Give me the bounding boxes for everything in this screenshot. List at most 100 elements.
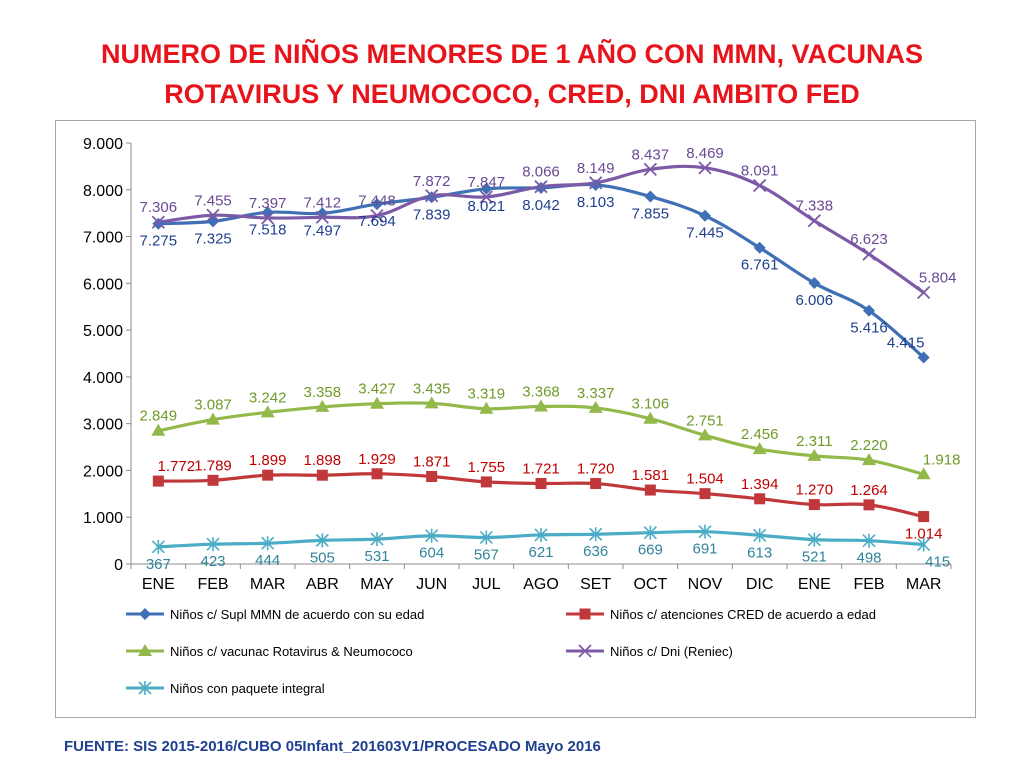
series-1-data-label: 5.416 — [850, 320, 888, 337]
legend-item-5: Niños con paquete integral — [126, 681, 325, 696]
series-5-data-label: 521 — [802, 549, 827, 566]
y-tick-label: 1.000 — [83, 510, 123, 527]
legend-item-3: Niños c/ vacunac Rotavirus & Neumococo — [126, 644, 413, 659]
series-5-data-label: 691 — [692, 541, 717, 558]
series-5-data-label: 505 — [310, 549, 335, 566]
series-2-data-label: 1.721 — [522, 460, 560, 477]
series-2-data-label: 1.270 — [796, 482, 834, 499]
series-2-data-label: 1.755 — [468, 459, 506, 476]
series-1-data-label: 7.518 — [249, 221, 287, 238]
series-4-marker — [807, 214, 821, 228]
series-1-data-label: 7.855 — [632, 206, 670, 223]
series-1-data-label: 8.042 — [522, 197, 560, 214]
series-5-data-label: 567 — [474, 546, 499, 563]
series-1-data-label: 7.497 — [304, 222, 342, 239]
series-2-marker — [863, 499, 875, 511]
series-4-data-label: 5.804 — [919, 270, 957, 287]
series-4-data-label: 8.437 — [632, 146, 670, 163]
series-3-data-label: 2.849 — [140, 408, 178, 425]
series-5-data-label: 498 — [856, 550, 881, 567]
legend-item-1: Niños c/ Supl MMN de acuerdo con su edad — [126, 607, 424, 622]
series-4-data-label: 7.448 — [358, 193, 396, 210]
series-3-data-label: 3.337 — [577, 385, 615, 402]
series-3-data-label: 2.456 — [741, 426, 779, 443]
series-2-marker — [426, 470, 438, 482]
series-3-marker — [370, 396, 384, 409]
series-5-marker — [206, 537, 220, 552]
series-4-marker — [261, 211, 275, 225]
legend-label: Niños c/ Dni (Reniec) — [610, 644, 733, 659]
series-3-data-label: 3.319 — [468, 386, 506, 403]
legend-marker — [579, 608, 591, 620]
legend-label: Niños c/ Supl MMN de acuerdo con su edad — [170, 607, 424, 622]
series-5-data-label: 444 — [255, 552, 280, 569]
chart-legend: Niños c/ Supl MMN de acuerdo con su edad… — [126, 607, 876, 696]
series-5-marker — [862, 533, 876, 548]
series-1-marker — [371, 198, 383, 211]
x-tick-label: MAR — [250, 576, 286, 593]
series-3-marker — [424, 396, 439, 409]
series-5-data-label: 415 — [925, 554, 950, 571]
source-note: FUENTE: SIS 2015-2016/CUBO 05Infant_2016… — [64, 738, 601, 755]
series-4-marker — [862, 247, 876, 261]
series-2-marker — [808, 499, 820, 511]
data-labels: 7.275 7.325 7.518 7.497 7.694 7.839 8.021 8.042… — [140, 145, 961, 573]
series-4-data-label: 7.455 — [194, 192, 232, 209]
legend-marker — [139, 608, 151, 620]
series-1-marker — [808, 277, 821, 290]
legend-marker — [138, 644, 152, 656]
series-4-data-label: 8.091 — [741, 163, 779, 180]
chart-title-line-2: ROTAVIRUS Y NEUMOCOCO, CRED, DNI AMBITO … — [164, 79, 860, 109]
chart-title: NUMERO DE NIÑOS MENORES DE 1 AÑO CON MMN… — [40, 34, 984, 114]
y-tick-label: 0 — [114, 557, 123, 574]
series-3-data-label: 2.311 — [796, 433, 832, 450]
series-1-data-label: 8.103 — [577, 194, 615, 211]
series-1-data-label: 4.415 — [887, 334, 925, 351]
legend-item-4: Niños c/ Dni (Reniec) — [566, 644, 733, 659]
series-4-data-label: 7.412 — [304, 194, 342, 211]
series-3-data-label: 3.242 — [249, 389, 287, 406]
x-tick-label: JUL — [472, 576, 501, 593]
x-tick-label: MAR — [906, 576, 942, 593]
series-5-data-label: 604 — [419, 545, 444, 562]
series-2-marker — [152, 475, 164, 487]
series-3-data-label: 3.368 — [522, 383, 560, 400]
series-2-marker — [480, 476, 492, 488]
x-tick-label: MAY — [360, 576, 394, 593]
series-4-marker — [151, 215, 165, 229]
series-3-marker — [698, 428, 712, 441]
series-2-marker — [918, 511, 930, 523]
series-1-marker — [480, 182, 493, 195]
series-2-data-label: 1.789 — [194, 457, 232, 474]
series-2-data-label: 1.929 — [358, 451, 396, 468]
legend-marker — [578, 644, 592, 658]
x-tick-label: NOV — [688, 576, 723, 593]
series-1-data-label: 7.275 — [140, 233, 178, 250]
series-1-marker — [863, 304, 875, 317]
series-5-marker — [370, 532, 384, 547]
series-2-marker — [644, 484, 656, 496]
series-1-marker — [316, 207, 329, 220]
chart-title-line-1: NUMERO DE NIÑOS MENORES DE 1 AÑO CON MMN… — [100, 39, 924, 69]
series-1-marker — [152, 217, 165, 230]
x-tick-label: ENE — [142, 576, 175, 593]
legend-item-2: Niños c/ atenciones CRED de acuerdo a ed… — [566, 607, 876, 622]
series-2-marker — [535, 477, 547, 489]
legend-label: Niños c/ vacunac Rotavirus & Neumococo — [170, 644, 413, 659]
series-5-marker — [425, 528, 439, 543]
series-2-marker — [699, 488, 711, 500]
series-markers — [151, 161, 931, 554]
series-2-data-label: 1.871 — [413, 453, 451, 470]
y-tick-label: 6.000 — [83, 276, 123, 293]
series-4-marker — [917, 285, 931, 300]
y-tick-label: 8.000 — [83, 183, 123, 200]
series-3-data-label: 3.435 — [413, 380, 451, 397]
series-4-marker — [589, 176, 603, 190]
x-tick-label: AGO — [523, 576, 559, 593]
series-4-data-label: 7.872 — [413, 173, 451, 190]
series-4-marker — [534, 180, 548, 194]
x-tick-label: DIC — [746, 576, 774, 593]
series-2-data-label: 1.014 — [905, 526, 943, 543]
series-5-data-label: 621 — [528, 544, 553, 561]
series-2-data-label: 1.581 — [632, 467, 670, 484]
